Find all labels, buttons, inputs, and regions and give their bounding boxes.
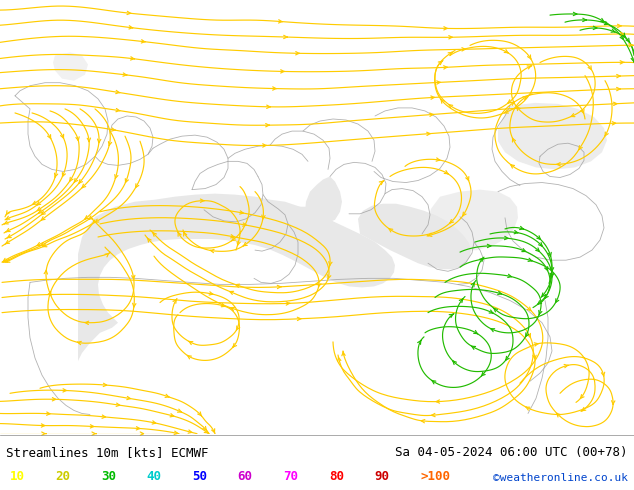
Polygon shape xyxy=(498,103,607,170)
Text: 40: 40 xyxy=(146,470,162,483)
Polygon shape xyxy=(428,190,518,251)
Text: ©weatheronline.co.uk: ©weatheronline.co.uk xyxy=(493,473,628,483)
Text: 80: 80 xyxy=(329,470,344,483)
Text: 30: 30 xyxy=(101,470,116,483)
Polygon shape xyxy=(358,204,471,270)
Polygon shape xyxy=(53,52,88,81)
Text: 60: 60 xyxy=(238,470,253,483)
Text: 10: 10 xyxy=(10,470,25,483)
Polygon shape xyxy=(275,207,315,232)
Text: >100: >100 xyxy=(420,470,450,483)
Text: Streamlines 10m [kts] ECMWF: Streamlines 10m [kts] ECMWF xyxy=(6,446,209,459)
Polygon shape xyxy=(305,176,342,224)
Text: 70: 70 xyxy=(283,470,299,483)
Text: Sa 04-05-2024 06:00 UTC (00+78): Sa 04-05-2024 06:00 UTC (00+78) xyxy=(395,446,628,459)
Text: 50: 50 xyxy=(192,470,207,483)
Text: 20: 20 xyxy=(55,470,70,483)
Polygon shape xyxy=(78,194,395,361)
Text: 90: 90 xyxy=(375,470,390,483)
